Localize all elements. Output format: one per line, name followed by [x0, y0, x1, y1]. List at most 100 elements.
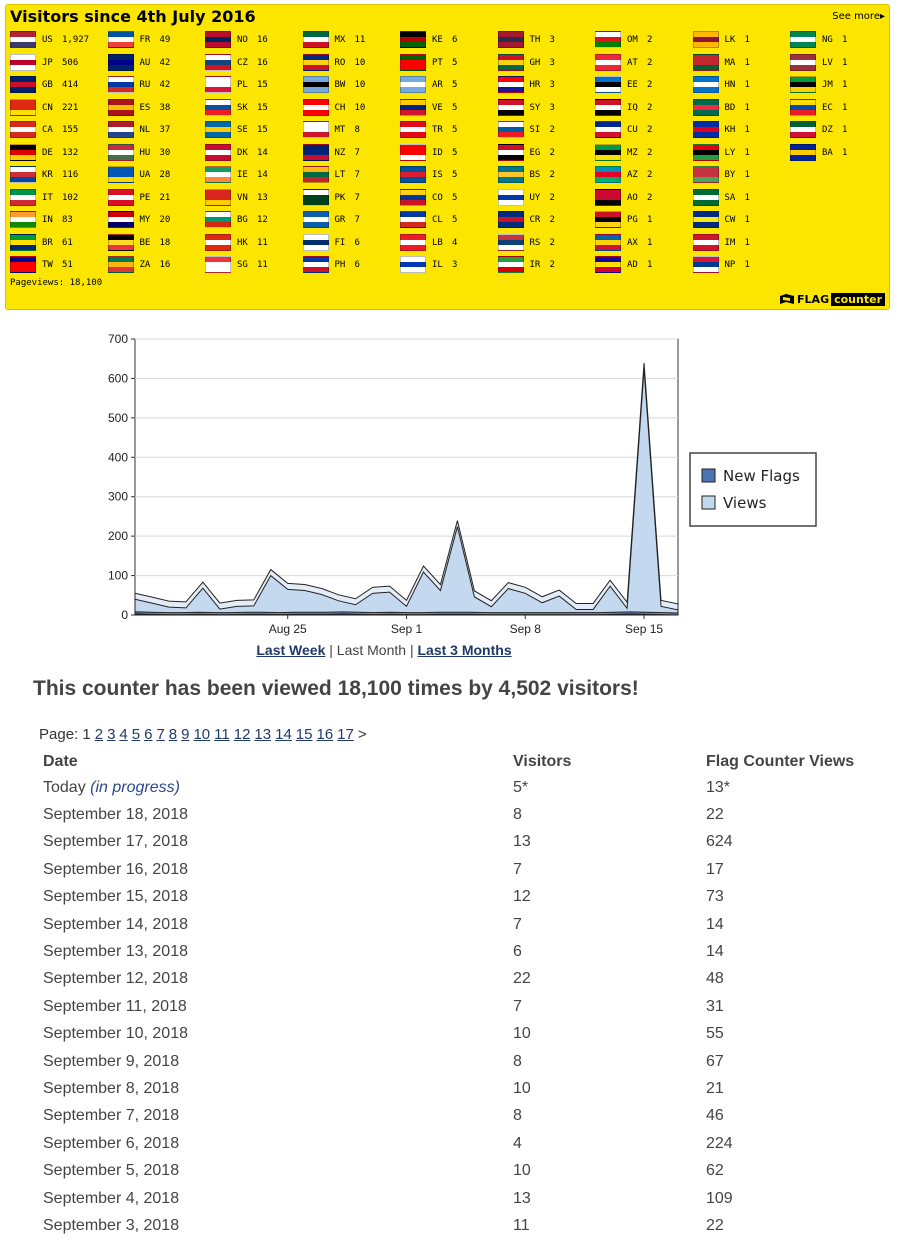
pager-label: Page:	[39, 726, 79, 743]
flag-entry-ie: IE 14	[205, 164, 301, 183]
country-code: EE	[627, 80, 638, 90]
flag-entry-jm: JM 1	[790, 74, 886, 93]
country-count: 16	[257, 57, 268, 68]
flag-entry-mx: MX 11	[302, 29, 399, 48]
country-code: LV	[822, 57, 833, 68]
country-code: MY	[139, 215, 151, 225]
country-count: 2	[647, 35, 653, 45]
flag-entry-pg: PG 1	[595, 209, 691, 228]
flag-entry-sg: SG 11	[205, 254, 301, 273]
see-more-link[interactable]: See more▸	[832, 11, 885, 22]
country-code: DK	[237, 147, 248, 158]
country-count: 5	[452, 57, 458, 68]
pager-page-link[interactable]: 9	[181, 726, 190, 743]
pager-page-link[interactable]: 8	[168, 726, 178, 743]
flag-entry-lb: LB 4	[400, 232, 496, 251]
flag-counter-logo[interactable]: FLAG counter	[779, 293, 885, 306]
pager-page-link[interactable]: 14	[275, 726, 292, 743]
country-count: 5	[452, 125, 458, 135]
views-cell: 31	[706, 997, 724, 1015]
flag-icon-kh	[692, 121, 719, 138]
summary-heading: This counter has been viewed 18,100 time…	[33, 677, 639, 700]
flag-icon-hu	[107, 143, 134, 161]
flag-icon-kr	[10, 166, 36, 183]
flag-entry-ir: IR 2	[497, 254, 594, 273]
flag-entry-ar: AR 5	[400, 74, 496, 93]
views-cell: 46	[706, 1107, 724, 1125]
last-3-months-link[interactable]: Last 3 Months	[417, 642, 512, 658]
flag-entry-no: NO 16	[205, 29, 301, 48]
pager-next-link[interactable]: >	[357, 726, 367, 743]
flag-icon-hk	[205, 233, 231, 251]
country-code: DZ	[822, 125, 833, 135]
flag-icon-ca	[10, 121, 36, 138]
flag-icon-hn	[692, 76, 719, 93]
flag-counter-widget: Visitors since 4th July 2016 See more▸ U…	[5, 4, 890, 310]
country-code: CA	[42, 125, 53, 135]
views-cell: 22	[706, 806, 724, 824]
country-count: 1	[744, 102, 750, 113]
date-cell: September 10, 2018	[43, 1025, 188, 1043]
flag-icon-jm	[790, 76, 816, 93]
flag-icon-au	[107, 53, 134, 71]
pager-page-link[interactable]: 3	[107, 726, 116, 743]
country-code: IQ	[627, 102, 638, 113]
flag-icon-sk	[205, 98, 231, 116]
country-code: SA	[724, 192, 736, 203]
country-code: RO	[334, 57, 346, 68]
country-count: 1	[842, 125, 848, 135]
chart-legend	[689, 452, 817, 527]
country-code: BD	[724, 102, 736, 113]
pager-page-link[interactable]: 10	[193, 726, 211, 743]
country-count: 2	[549, 260, 555, 270]
country-code: JM	[822, 80, 833, 90]
pager-page-link[interactable]: 13	[254, 726, 272, 743]
pager-page-link[interactable]: 6	[144, 726, 153, 743]
country-count: 2	[549, 170, 555, 180]
country-count: 38	[159, 102, 171, 113]
country-code: HR	[529, 80, 541, 90]
country-code: BE	[139, 237, 151, 248]
country-code: AX	[627, 237, 638, 248]
pager-page-link[interactable]: 2	[94, 726, 104, 743]
pager-page-link[interactable]: 4	[119, 726, 128, 743]
pager-page-link[interactable]: 7	[156, 726, 165, 743]
flag-entry-be: BE 18	[107, 232, 204, 251]
last-week-link[interactable]: Last Week	[256, 642, 326, 658]
flag-entry-lv: LV 1	[790, 52, 886, 71]
flag-entry-dk: DK 14	[205, 142, 301, 161]
country-count: 13	[257, 192, 268, 203]
country-code: DE	[42, 147, 53, 158]
flag-icon-tw	[10, 256, 36, 273]
country-code: HK	[237, 237, 248, 248]
flag-icon-ad	[595, 256, 621, 273]
flag-icon-th	[497, 31, 524, 48]
country-code: OM	[627, 35, 638, 45]
country-code: NG	[822, 35, 833, 45]
flag-entry-ly: LY 1	[692, 142, 789, 161]
flag-icon-co	[400, 188, 426, 206]
flag-entry-az: AZ 2	[595, 164, 691, 183]
flag-entry-iq: IQ 2	[595, 97, 691, 116]
pager-page-link[interactable]: 16	[316, 726, 334, 743]
pager: Page: 1 2 3 4 5 6 7 8 9 10 11 12 13 14 15 16 17 >	[39, 726, 371, 743]
flag-entry-ng: NG 1	[790, 29, 886, 48]
flag-entry-eg: EG 2	[497, 142, 594, 161]
flag-icon-pk	[302, 188, 329, 206]
pager-page-link[interactable]: 11	[214, 726, 230, 743]
see-more-label: See more	[832, 11, 880, 22]
flag-entry-cz: CZ 16	[205, 52, 301, 71]
country-code: SE	[237, 125, 248, 135]
flag-icon-es	[107, 98, 134, 116]
country-count: 1	[744, 260, 750, 270]
country-code: ID	[432, 147, 443, 158]
country-count: 7	[354, 192, 360, 203]
pager-page-link[interactable]: 17	[337, 726, 354, 743]
flag-icon-ma	[692, 53, 719, 71]
views-cell: 48	[706, 970, 724, 988]
flag-icon-bg	[205, 211, 231, 228]
pager-page-link[interactable]: 12	[233, 726, 251, 743]
flag-icon-si	[497, 121, 524, 138]
pager-page-link[interactable]: 5	[131, 726, 141, 743]
pager-page-link[interactable]: 15	[295, 726, 313, 743]
